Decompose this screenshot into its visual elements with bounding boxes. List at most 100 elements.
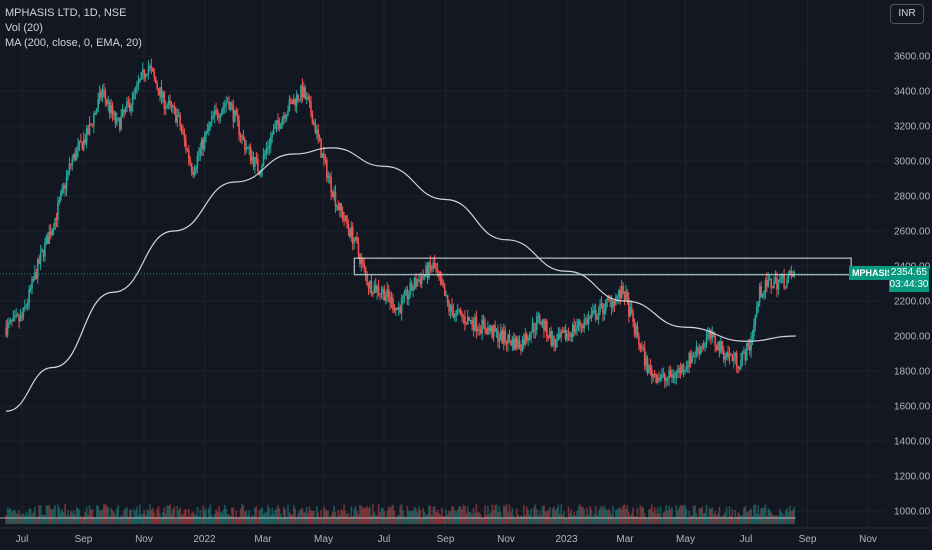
candle-body (543, 319, 545, 331)
volume-bar (103, 504, 105, 524)
candle-body (717, 341, 719, 351)
candle-body (157, 88, 160, 96)
volume-bar (377, 504, 380, 524)
candle-body (383, 288, 386, 301)
volume-bar (376, 515, 378, 524)
volume-bar (533, 507, 535, 524)
candle-body (781, 274, 784, 278)
candle-body (242, 135, 245, 140)
candle-body (87, 128, 89, 135)
volume-bar (231, 507, 233, 524)
candle-body (317, 129, 319, 138)
volume-bar (333, 506, 335, 524)
candle-body (301, 85, 304, 98)
candle-body (771, 287, 774, 289)
candle-body (474, 316, 476, 331)
volume-bar (658, 513, 660, 524)
time-axis[interactable]: Jul Sep Nov 2022 Mar May Jul Sep Nov 2023 Mar May Ju… (0, 527, 932, 545)
candle-body (16, 315, 19, 317)
symbol-title[interactable]: MPHASIS LTD, 1D, NSE (5, 7, 127, 19)
candle-body (97, 98, 99, 109)
candle-body (482, 319, 485, 324)
candle-body (547, 336, 550, 339)
time-tick-label: May (676, 534, 695, 545)
volume-bar (208, 508, 210, 524)
volume-bar (728, 506, 731, 524)
candle-body (523, 339, 525, 345)
candle-body (735, 352, 738, 367)
candle-body (363, 262, 366, 268)
volume-bar (511, 508, 514, 524)
volume-bar (301, 507, 304, 524)
volume-bar (183, 510, 186, 524)
candle-body (202, 139, 204, 150)
candle-body (501, 330, 504, 344)
candle-body (396, 307, 399, 310)
volume-bar (38, 505, 41, 524)
volume-bar (538, 510, 541, 524)
bar-countdown: 03:44:30 (889, 279, 929, 290)
volume-bar (757, 505, 760, 524)
volume-bar (626, 505, 629, 524)
candle-body (163, 92, 166, 109)
candle-body (610, 298, 613, 308)
candle-body (783, 274, 785, 288)
candle-body (123, 109, 125, 112)
candle-body (392, 297, 394, 310)
candle-body (521, 339, 524, 351)
candle-body (429, 262, 432, 268)
volume-bar (169, 504, 171, 524)
ma-indicator-label[interactable]: MA (200, close, 0, EMA, 20) (5, 37, 142, 49)
candle-body (183, 132, 186, 140)
volume-bar (593, 513, 596, 524)
volume-bar (387, 506, 390, 524)
volume-bar (318, 517, 321, 524)
candle-body (399, 307, 401, 314)
candle-body (560, 331, 563, 338)
volume-bar (543, 505, 545, 524)
candle-body (333, 191, 335, 198)
volume-bar (594, 505, 597, 524)
candle-body (656, 377, 659, 383)
volume-bar (566, 517, 568, 524)
volume-bar (236, 517, 239, 524)
volume-bar (761, 507, 764, 524)
candle-body (304, 87, 307, 99)
volume-bar (233, 517, 236, 524)
candle-body (756, 306, 758, 315)
candle-body (651, 369, 653, 378)
volume-bar (541, 505, 544, 524)
candle-body (418, 279, 420, 281)
volume-bar (68, 515, 71, 524)
volume-bar (748, 510, 751, 524)
candle-body (456, 309, 459, 311)
volume-indicator-label[interactable]: Vol (20) (5, 22, 43, 34)
volume-bar (187, 508, 190, 524)
candle-body (209, 122, 212, 125)
candle-body (546, 320, 548, 337)
grid-lines (0, 0, 885, 528)
volume-bar (418, 506, 420, 524)
volume-bar (19, 514, 22, 524)
candle-body (580, 325, 583, 327)
candle-body (376, 286, 378, 293)
volume-bar (649, 508, 652, 524)
candle-body (26, 302, 29, 307)
currency-button[interactable]: INR (890, 4, 924, 24)
candle-body (678, 368, 680, 373)
candle-body (344, 215, 347, 220)
candle-body (725, 352, 728, 357)
candle-body (724, 356, 726, 360)
volume-bar (172, 508, 174, 524)
volume-bar (75, 507, 78, 524)
volume-bar (80, 516, 82, 524)
candle-body (353, 240, 355, 244)
candle-body (208, 124, 210, 131)
candle-body (697, 347, 699, 351)
volume-bar (429, 505, 432, 524)
candle-body (485, 330, 488, 335)
volume-bar (290, 513, 292, 524)
candle-body (12, 316, 15, 321)
candle-body (15, 315, 17, 317)
